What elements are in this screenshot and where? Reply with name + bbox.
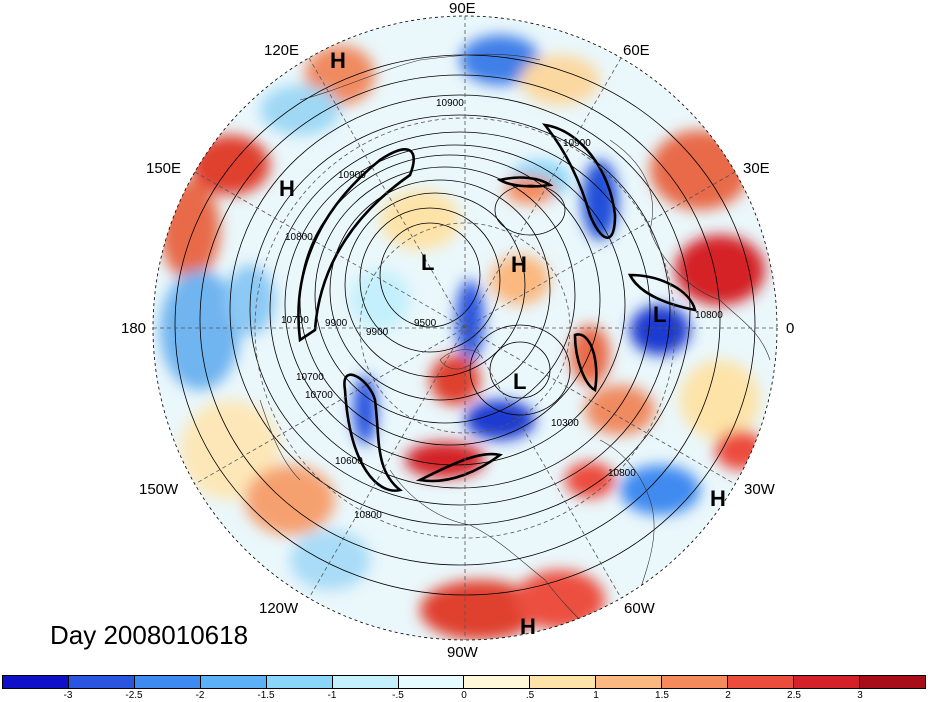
colorbar-tick-label: -2.5 xyxy=(125,690,143,701)
lon-label-60w: 60W xyxy=(624,600,655,617)
graticule xyxy=(152,15,778,641)
polar-map xyxy=(152,15,778,641)
height-contours xyxy=(174,54,756,596)
lon-label-150e: 150E xyxy=(146,160,182,177)
contour-label: 10700 xyxy=(281,315,309,326)
colorbar-ticks: -3 -2.5 -2 -1.5 -1 -.5 0 .5 1 1.5 2 2.5 3 xyxy=(2,690,926,702)
lon-label-150w: 150W xyxy=(139,481,179,498)
contour-label: 10700 xyxy=(296,372,324,383)
contour-label: 10800 xyxy=(354,510,382,521)
colorbar-segment xyxy=(662,676,729,688)
pressure-center-low: L xyxy=(653,302,667,327)
colorbar-tick-label: .5 xyxy=(525,690,535,701)
colorbar-segment xyxy=(398,676,465,688)
contour-label: 10600 xyxy=(335,456,363,467)
colorbar-tick-label: -2 xyxy=(195,690,205,701)
colorbar-segment xyxy=(3,676,69,688)
contour-label: 10800 xyxy=(285,232,313,243)
contour-label: 10700 xyxy=(305,390,333,401)
lon-label-90w: 90W xyxy=(447,644,478,661)
colorbar-segment xyxy=(530,676,597,688)
colorbar xyxy=(2,675,926,689)
contour-label: 10900 xyxy=(338,170,366,181)
colorbar-segment xyxy=(596,676,663,688)
pressure-center-high: H xyxy=(710,486,726,511)
contour-label: 9900 xyxy=(366,327,389,338)
lon-label-30e: 30E xyxy=(743,160,770,177)
lon-label-120e: 120E xyxy=(264,42,300,59)
colorbar-segment xyxy=(134,676,201,688)
lon-label-120w: 120W xyxy=(259,600,299,617)
lon-label-60e: 60E xyxy=(623,42,650,59)
colorbar-tick-label: -1.5 xyxy=(257,690,275,701)
contour-label: 10800 xyxy=(695,310,723,321)
colorbar-tick-label: 2.5 xyxy=(787,690,801,701)
pressure-center-high: H xyxy=(330,48,346,73)
colorbar-segment xyxy=(200,676,267,688)
lon-label-0: 0 xyxy=(786,320,795,337)
colorbar-tick-label: 1.5 xyxy=(655,690,669,701)
colorbar-segment xyxy=(464,676,531,688)
colorbar-tick-label: 0 xyxy=(461,690,467,701)
colorbar-segment xyxy=(332,676,399,688)
contour-label: 10900 xyxy=(436,98,464,109)
contour-label: 10300 xyxy=(551,418,579,429)
day-label: Day 2008010618 xyxy=(50,620,249,650)
jet-contours xyxy=(297,123,697,492)
coastlines xyxy=(259,53,771,631)
contour-label: 9900 xyxy=(325,318,348,329)
lon-label-30w: 30W xyxy=(744,481,775,498)
contour-label: 10900 xyxy=(563,138,591,149)
pressure-center-high: H xyxy=(520,614,536,639)
colorbar-tick-label: -1 xyxy=(327,690,337,701)
pressure-center-low: L xyxy=(421,250,435,275)
contour-label: 10800 xyxy=(608,468,636,479)
lon-label-90e: 90E xyxy=(449,0,476,17)
lon-label-180: 180 xyxy=(121,320,147,337)
colorbar-tick-label: 3 xyxy=(857,690,863,701)
pressure-center-low: L xyxy=(513,369,527,394)
colorbar-segment xyxy=(266,676,333,688)
colorbar-segment xyxy=(728,676,795,688)
colorbar-segment xyxy=(68,676,135,688)
colorbar-tick-label: 2 xyxy=(725,690,731,701)
colorbar-segment xyxy=(859,676,925,688)
pressure-center-high: H xyxy=(511,252,527,277)
contour-label: 9500 xyxy=(414,318,437,329)
colorbar-segment xyxy=(794,676,860,688)
colorbar-tick-label: -3 xyxy=(63,690,73,701)
pressure-center-high: H xyxy=(279,176,295,201)
colorbar-tick-label: 1 xyxy=(593,690,599,701)
colorbar-tick-label: -.5 xyxy=(392,690,404,701)
